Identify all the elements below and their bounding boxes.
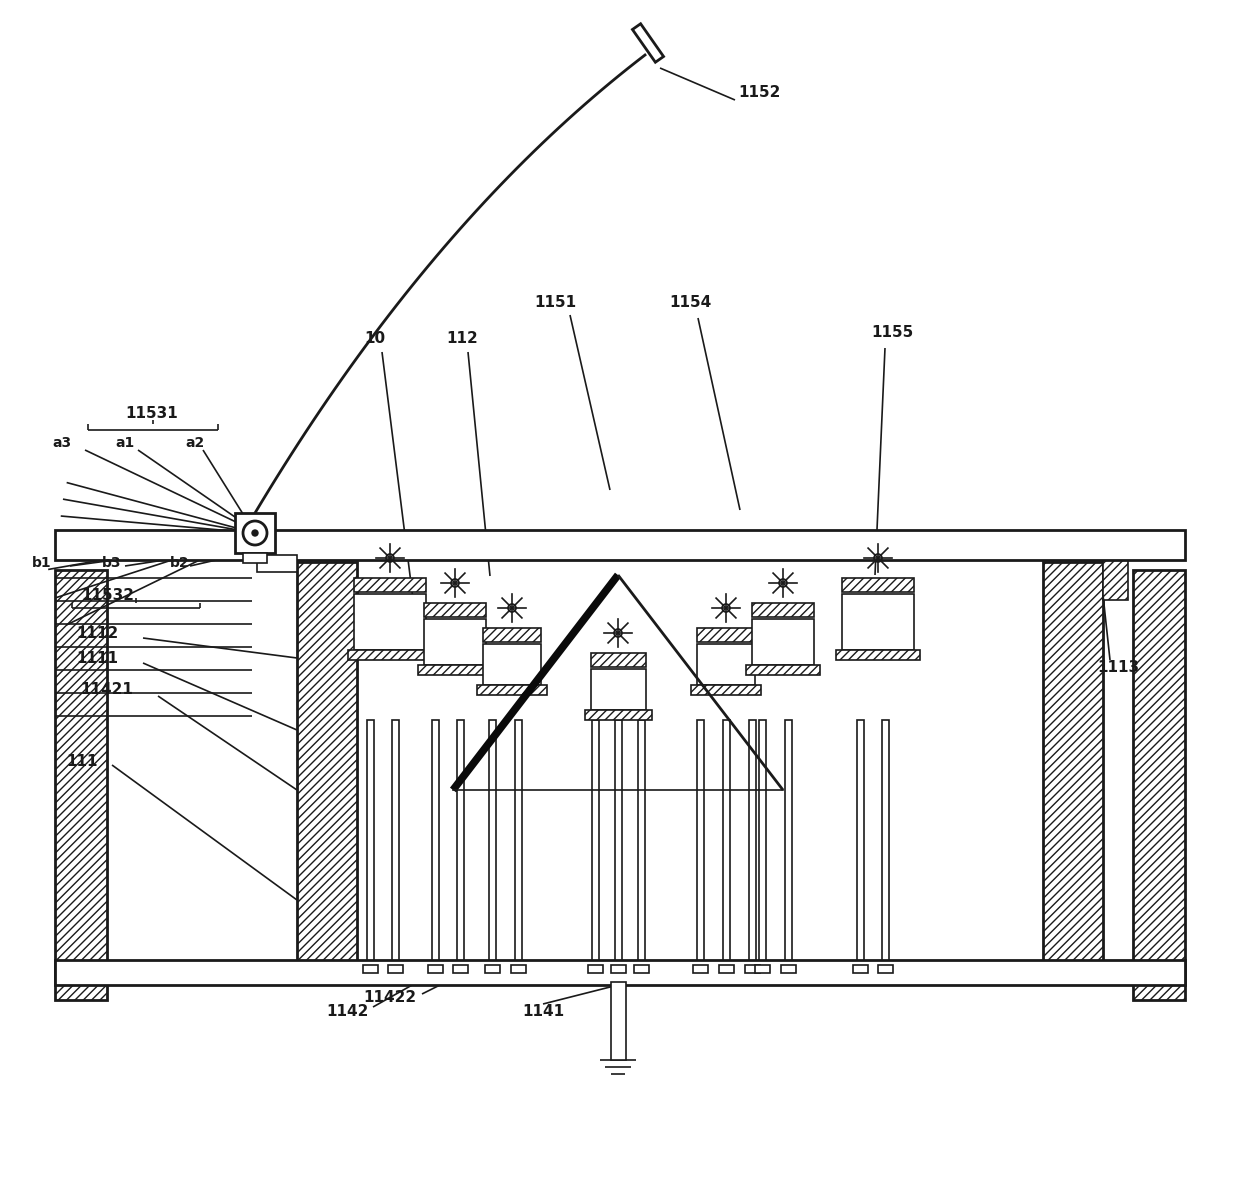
- Text: b2: b2: [170, 556, 190, 570]
- Bar: [591, 721, 599, 966]
- Text: a1: a1: [115, 436, 135, 451]
- Text: 1112: 1112: [76, 625, 118, 641]
- Bar: [857, 721, 863, 966]
- Bar: [853, 966, 868, 973]
- Bar: [392, 721, 398, 966]
- Text: a2: a2: [185, 436, 205, 451]
- Bar: [1043, 562, 1104, 975]
- Text: 1142: 1142: [327, 1005, 370, 1019]
- Bar: [257, 554, 298, 572]
- Bar: [456, 721, 464, 966]
- Bar: [418, 664, 492, 675]
- Bar: [759, 721, 765, 966]
- Text: 11531: 11531: [125, 405, 179, 421]
- Text: 11422: 11422: [363, 989, 417, 1005]
- Text: 111: 111: [66, 754, 98, 770]
- Text: 1151: 1151: [534, 294, 577, 310]
- Text: 112: 112: [446, 331, 477, 345]
- Bar: [511, 966, 526, 973]
- Bar: [362, 966, 377, 973]
- Bar: [515, 721, 522, 966]
- Bar: [842, 594, 914, 650]
- Text: 10: 10: [365, 331, 386, 345]
- Bar: [836, 650, 920, 660]
- Bar: [236, 513, 275, 553]
- Text: 1155: 1155: [870, 325, 913, 339]
- Bar: [424, 619, 486, 664]
- Bar: [744, 966, 759, 973]
- Bar: [780, 966, 796, 973]
- Bar: [590, 669, 646, 710]
- Bar: [697, 644, 755, 685]
- Bar: [484, 629, 541, 642]
- Bar: [746, 664, 820, 675]
- Bar: [697, 629, 755, 642]
- Bar: [634, 966, 649, 973]
- Text: 1113: 1113: [1097, 660, 1140, 674]
- Bar: [485, 966, 500, 973]
- Bar: [590, 652, 646, 667]
- Bar: [484, 644, 541, 685]
- Text: 1141: 1141: [522, 1005, 564, 1019]
- Bar: [754, 966, 770, 973]
- Bar: [692, 966, 708, 973]
- Bar: [691, 685, 761, 695]
- Bar: [298, 562, 357, 975]
- Bar: [697, 721, 703, 966]
- Bar: [432, 721, 439, 966]
- Text: 1111: 1111: [76, 650, 118, 666]
- Bar: [477, 685, 547, 695]
- Bar: [584, 710, 651, 721]
- Bar: [751, 603, 813, 617]
- Bar: [1104, 560, 1128, 600]
- Bar: [749, 721, 755, 966]
- Bar: [55, 570, 107, 1000]
- Bar: [55, 960, 1185, 985]
- Bar: [615, 721, 621, 966]
- Bar: [882, 721, 889, 966]
- Text: a3: a3: [52, 436, 72, 451]
- Bar: [353, 594, 427, 650]
- Bar: [1133, 570, 1185, 1000]
- Bar: [610, 982, 625, 1060]
- Bar: [357, 970, 1043, 983]
- Bar: [785, 721, 791, 966]
- Text: 1154: 1154: [668, 294, 711, 310]
- Bar: [348, 650, 432, 660]
- Bar: [353, 578, 427, 592]
- Bar: [489, 721, 496, 966]
- Text: b1: b1: [32, 556, 52, 570]
- Text: 1152: 1152: [739, 85, 781, 99]
- Bar: [243, 553, 267, 563]
- Bar: [723, 721, 729, 966]
- Bar: [878, 966, 893, 973]
- Bar: [842, 578, 914, 592]
- Bar: [588, 966, 603, 973]
- Bar: [718, 966, 734, 973]
- Bar: [632, 24, 663, 62]
- Bar: [637, 721, 645, 966]
- Text: 11421: 11421: [81, 682, 134, 698]
- Bar: [428, 966, 443, 973]
- Bar: [453, 966, 467, 973]
- Text: b3: b3: [102, 556, 122, 570]
- Text: 11532: 11532: [82, 588, 134, 602]
- Bar: [387, 966, 403, 973]
- Bar: [55, 531, 1185, 560]
- Bar: [367, 721, 373, 966]
- Bar: [424, 603, 486, 617]
- Bar: [751, 619, 813, 664]
- Bar: [610, 966, 625, 973]
- Circle shape: [252, 531, 258, 537]
